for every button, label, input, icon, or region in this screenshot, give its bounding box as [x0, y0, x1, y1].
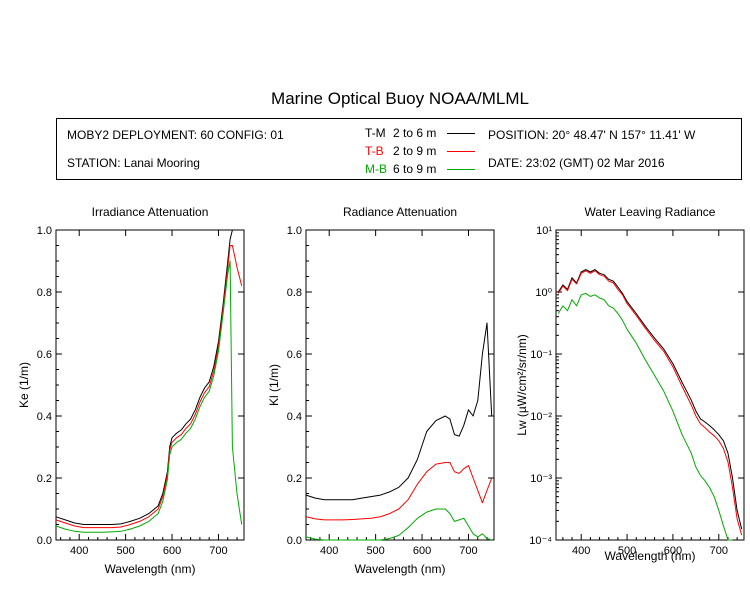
y-tick-label-2-2: 10⁻²: [530, 411, 552, 423]
chart-title-0: Irradiance Attenuation: [92, 205, 209, 219]
x-tick-label-0-600: 600: [163, 545, 181, 557]
plot-frame-1: [305, 229, 495, 541]
y-tick-label-0-4: 0.8: [37, 287, 52, 299]
x-tick-label-2-500: 500: [618, 545, 636, 557]
y-tick-label-0-1: 0.2: [37, 473, 52, 485]
y-axis-label-0: Ke (1/m): [17, 362, 31, 408]
x-tick-label-0-500: 500: [116, 545, 134, 557]
y-tick-label-1-3: 0.6: [287, 349, 302, 361]
chart-title-2: Water Leaving Radiance: [585, 205, 716, 219]
x-tick-label-2-700: 700: [710, 545, 728, 557]
deployment-text: MOBY2 DEPLOYMENT: 60 CONFIG: 01: [67, 128, 284, 142]
y-axis-label-1: Kl (1/m): [267, 364, 281, 406]
y-tick-label-2-4: 10⁰: [535, 287, 552, 299]
y-tick-label-1-0: 0.0: [287, 535, 302, 547]
y-tick-label-1-5: 1.0: [287, 225, 302, 237]
x-tick-label-1-600: 600: [413, 545, 431, 557]
y-tick-label-2-0: 10⁻⁴: [529, 535, 552, 547]
page-title: Marine Optical Buoy NOAA/MLML: [271, 89, 529, 108]
legend-range-tb: 2 to 9 m: [393, 144, 437, 158]
series-line-2-1: [557, 270, 743, 536]
legend-range-tm: 2 to 6 m: [393, 126, 437, 140]
x-tick-label-0-700: 700: [209, 545, 227, 557]
legend-code-mb: M-B: [365, 162, 387, 176]
series-line-1-2: [305, 508, 492, 541]
y-tick-label-0-0: 0.0: [37, 535, 52, 547]
x-tick-label-1-400: 400: [320, 545, 338, 557]
x-axis-label-0: Wavelength (nm): [105, 562, 196, 576]
series-line-0-1: [55, 245, 243, 529]
x-axis-label-2: Wavelength (nm): [605, 549, 696, 563]
legend-line-mb: [447, 169, 475, 170]
x-tick-label-1-700: 700: [459, 545, 477, 557]
legend-code-tm: T-M: [365, 126, 386, 140]
y-tick-label-0-5: 1.0: [37, 225, 52, 237]
legend-range-mb: 6 to 9 m: [393, 162, 437, 176]
chart-title-1: Radiance Attenuation: [343, 205, 457, 219]
x-tick-label-2-400: 400: [572, 545, 590, 557]
y-tick-label-0-2: 0.4: [37, 411, 52, 423]
series-line-0-2: [55, 260, 243, 533]
y-tick-label-2-1: 10⁻³: [530, 473, 552, 485]
x-tick-label-2-600: 600: [664, 545, 682, 557]
series-line-1-1: [305, 462, 493, 521]
series-line-1-0: [305, 322, 493, 501]
plot-frame-0: [55, 229, 245, 541]
y-axis-label-2: Lw (µW/cm²/sr/nm): [515, 334, 529, 436]
legend-line-tm: [447, 133, 475, 134]
station-text: STATION: Lanai Mooring: [67, 156, 200, 170]
legend-line-tb: [447, 151, 475, 152]
date-text: DATE: 23:02 (GMT) 02 Mar 2016: [488, 156, 665, 170]
info-box: MOBY2 DEPLOYMENT: 60 CONFIG: 01 STATION:…: [56, 118, 742, 180]
y-tick-label-1-4: 0.8: [287, 287, 302, 299]
series-line-2-2: [557, 292, 733, 541]
x-tick-label-1-500: 500: [366, 545, 384, 557]
x-tick-label-0-400: 400: [70, 545, 88, 557]
series-line-2-0: [557, 269, 743, 530]
y-tick-label-2-5: 10¹: [536, 225, 552, 237]
plot-frame-2: [555, 229, 745, 541]
series-line-0-0: [55, 229, 242, 525]
y-tick-label-2-3: 10⁻¹: [530, 349, 552, 361]
y-tick-label-1-1: 0.2: [287, 473, 302, 485]
y-tick-label-1-2: 0.4: [287, 411, 302, 423]
x-axis-label-1: Wavelength (nm): [355, 562, 446, 576]
position-text: POSITION: 20° 48.47' N 157° 11.41' W: [488, 128, 696, 142]
y-tick-label-0-3: 0.6: [37, 349, 52, 361]
legend-code-tb: T-B: [365, 144, 384, 158]
